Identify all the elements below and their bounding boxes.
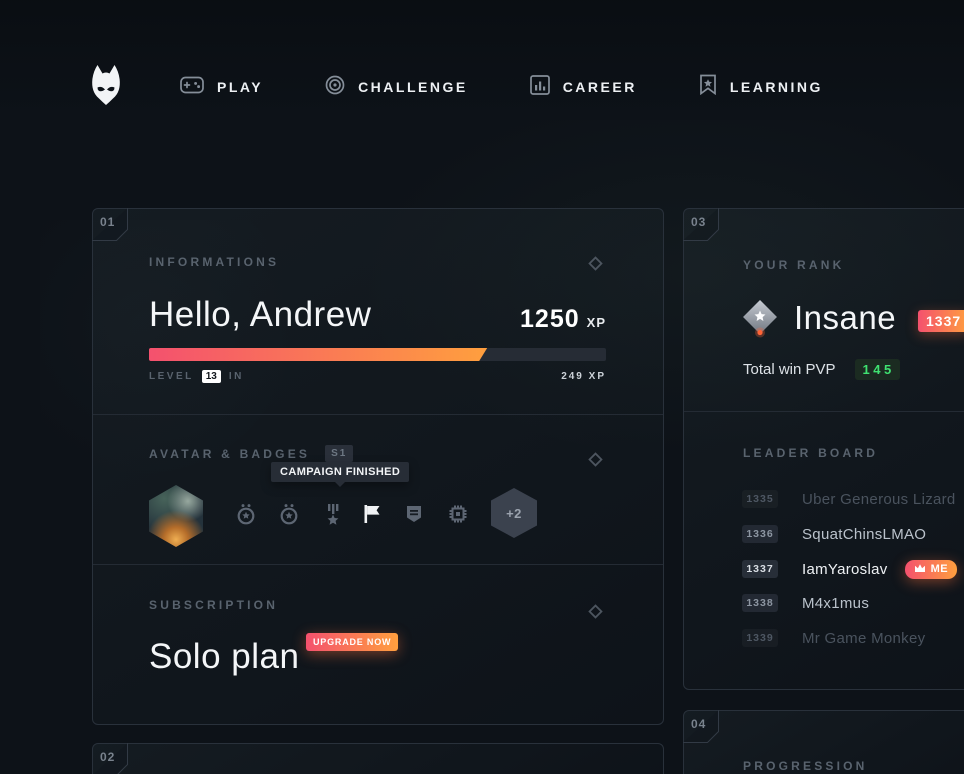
total-win-value: 145: [854, 359, 900, 380]
bar-chart-icon: [529, 74, 550, 100]
me-badge: ME: [904, 559, 958, 579]
avatar-badges-section: AVATAR & BADGES S1 CAMPAIGN FINISHED: [93, 414, 663, 565]
background-vignette: [0, 0, 964, 120]
rank-number: 1335: [742, 490, 778, 508]
card-number-tab: 03: [683, 208, 719, 241]
flag-icon[interactable]: [359, 502, 383, 526]
level-label: LEVEL: [149, 371, 194, 382]
rank-card: 03 YOUR RANK Insane 1337: [683, 208, 964, 690]
nav-item-play[interactable]: PLAY: [180, 76, 263, 99]
section-title: SUBSCRIPTION: [149, 598, 279, 612]
nav-label: CHALLENGE: [358, 79, 468, 95]
card-number-tab: 04: [683, 710, 719, 743]
bookmark-star-icon: [699, 74, 717, 100]
avatar[interactable]: [149, 485, 203, 547]
player-name: Mr Game Monkey: [802, 629, 926, 647]
player-name: M4x1mus: [802, 594, 870, 612]
banner-shield-icon[interactable]: [402, 502, 426, 526]
nav-label: CAREER: [562, 79, 637, 95]
medal-star-icon[interactable]: [277, 502, 301, 526]
leaderboard-section: LEADER BOARD 1335 Uber Generous Lizard 1…: [684, 411, 964, 689]
nav-item-challenge[interactable]: CHALLENGE: [325, 75, 468, 100]
diamond-icon[interactable]: [586, 254, 605, 278]
gamepad-icon: [180, 76, 204, 99]
ribbon-star-icon[interactable]: [321, 502, 345, 526]
xp-value: 1250: [520, 305, 580, 333]
nav-label: PLAY: [217, 79, 264, 95]
section-title: AVATAR & BADGES: [149, 446, 311, 461]
fox-head-icon[interactable]: [88, 64, 124, 106]
diamond-icon[interactable]: [586, 450, 605, 474]
rank-number: 1336: [742, 525, 778, 543]
xp-total: 1250 XP: [520, 305, 606, 334]
target-icon: [325, 75, 345, 100]
in-label: IN: [228, 371, 244, 382]
player-name: IamYaroslav: [802, 560, 888, 578]
card-number: 01: [100, 215, 116, 229]
avatar-badges-header: AVATAR & BADGES S1: [149, 445, 354, 462]
badge-tooltip: CAMPAIGN FINISHED: [271, 462, 410, 487]
card-number-tab: 01: [92, 208, 128, 241]
xp-to-next-level: 249 XP: [561, 371, 606, 382]
progression-card: 04 PROGRESSION: [683, 710, 964, 774]
more-badges-button[interactable]: +2: [491, 488, 537, 538]
section-title: INFORMATIONS: [149, 255, 280, 269]
your-rank-section: YOUR RANK Insane 1337 Total win PV: [684, 209, 964, 411]
stats-card: 02: [92, 743, 664, 774]
season-badge[interactable]: S1: [325, 445, 354, 462]
rank-number: 1337: [742, 560, 778, 578]
card-number: 04: [691, 717, 707, 731]
section-title: YOUR RANK: [743, 258, 845, 272]
chip-icon[interactable]: [446, 502, 470, 526]
plan-name: Solo plan: [149, 637, 300, 676]
rank-number: 1338: [742, 594, 778, 612]
diamond-star-icon: [741, 299, 779, 339]
subscription-section: SUBSCRIPTION Solo plan UPGRADE NOW: [93, 564, 663, 724]
upgrade-now-button[interactable]: UPGRADE NOW: [306, 633, 399, 651]
me-label: ME: [930, 563, 949, 575]
rank-name: Insane: [794, 299, 897, 336]
level-row: LEVEL 13 IN: [149, 370, 244, 383]
card-number: 02: [100, 750, 116, 764]
informations-section: INFORMATIONS Hello, Andrew 1250 XP LEVEL…: [93, 209, 663, 414]
leaderboard-row[interactable]: 1338 M4x1mus: [742, 593, 964, 613]
total-win-label: Total win PVP: [743, 361, 836, 378]
xp-unit: XP: [586, 315, 606, 330]
medal-star-icon[interactable]: [234, 502, 258, 526]
nav-label: LEARNING: [729, 79, 823, 95]
xp-progress-bar: [149, 348, 606, 361]
card-number-tab: 02: [92, 743, 128, 774]
nav-item-learning[interactable]: LEARNING: [699, 74, 823, 100]
total-win-row: Total win PVP 145: [743, 359, 900, 380]
nav-item-career[interactable]: CAREER: [529, 74, 637, 100]
leaderboard-row[interactable]: 1336 SquatChinsLMAO: [742, 524, 964, 544]
profile-card: 01 INFORMATIONS Hello, Andrew 1250 XP LE…: [92, 208, 664, 725]
section-title: PROGRESSION: [743, 759, 868, 773]
leaderboard-row-me[interactable]: 1337 IamYaroslav ME: [742, 559, 964, 579]
player-name: SquatChinsLMAO: [802, 525, 927, 543]
leaderboard-row[interactable]: 1339 Mr Game Monkey: [742, 628, 964, 648]
rank-points-badge: 1337: [918, 310, 964, 332]
card-number: 03: [691, 215, 707, 229]
player-name: Uber Generous Lizard: [802, 490, 956, 508]
section-title: LEADER BOARD: [743, 446, 879, 460]
rank-number: 1339: [742, 629, 778, 647]
crown-icon: [914, 563, 926, 576]
greeting-text: Hello, Andrew: [149, 295, 372, 334]
level-badge: 13: [201, 370, 221, 383]
leaderboard-row[interactable]: 1335 Uber Generous Lizard: [742, 489, 964, 509]
xp-progress-fill: [149, 348, 487, 361]
main-nav: PLAY CHALLENGE CAREER: [180, 74, 823, 100]
diamond-icon[interactable]: [586, 602, 605, 626]
